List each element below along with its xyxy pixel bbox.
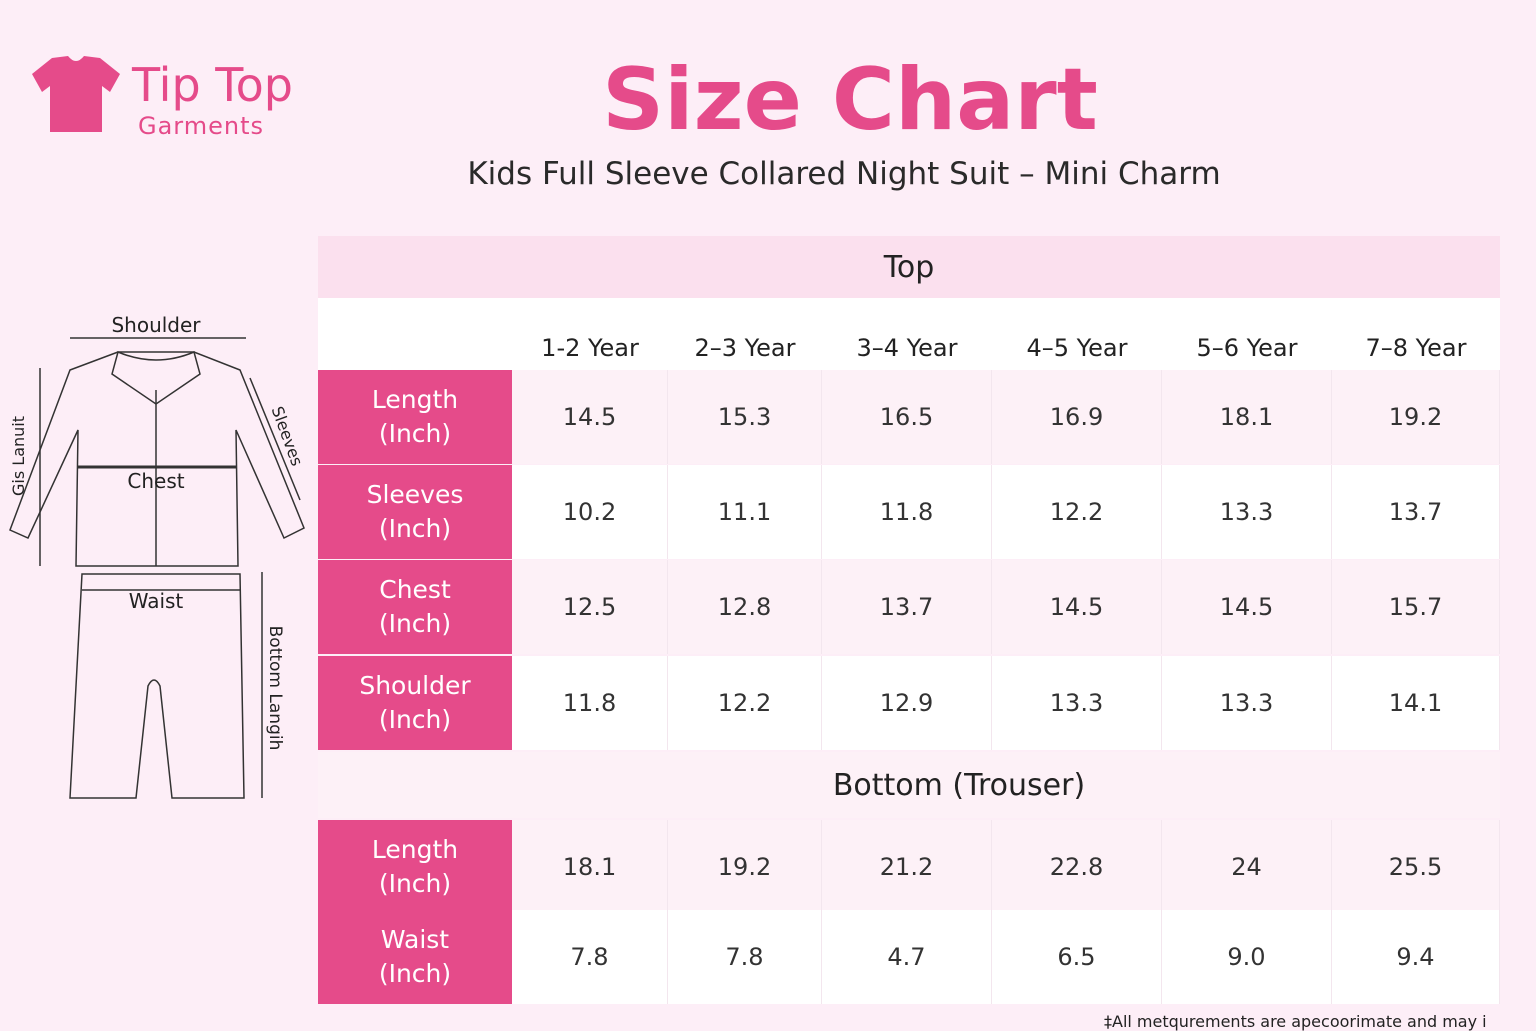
cell: 14.5 (512, 370, 668, 464)
garment-diagram: Shoulder Chest Waist Gis Lanuit Sleeves … (9, 313, 307, 799)
cell: 18.1 (512, 820, 668, 914)
logo-icon (32, 56, 120, 132)
cell: 7.8 (512, 910, 668, 1004)
column-header: 2–3 Year (668, 298, 822, 370)
row-label-unit: (Inch) (378, 959, 452, 988)
row-label: Length (Inch) (318, 370, 512, 464)
cell: 11.8 (822, 465, 992, 559)
logo-name: Tip Top (132, 58, 293, 112)
row-label: Length (Inch) (318, 820, 512, 914)
title: Size Chart (602, 50, 1098, 150)
column-header: 7–8 Year (1332, 298, 1500, 370)
cell: 11.1 (668, 465, 822, 559)
column-header: 5–6 Year (1162, 298, 1332, 370)
row-label: Sleeves (Inch) (318, 465, 512, 559)
row-label: Chest (Inch) (318, 560, 512, 654)
cell: 24 (1162, 820, 1332, 914)
cell: 12.8 (668, 560, 822, 654)
logo-sub: Garments (138, 112, 265, 140)
row-label-unit: (Inch) (378, 419, 452, 448)
row-label-name: Sleeves (366, 480, 464, 509)
cell: 16.5 (822, 370, 992, 464)
label-shoulder: Shoulder (111, 313, 201, 337)
section-title: Bottom (Trouser) (318, 752, 1500, 818)
row-label-unit: (Inch) (378, 869, 452, 898)
cell: 21.2 (822, 820, 992, 914)
cell: 22.8 (992, 820, 1162, 914)
column-header: 1-2 Year (512, 298, 668, 370)
row-label-name: Length (371, 835, 459, 864)
column-header: 4–5 Year (992, 298, 1162, 370)
row-label-name: Shoulder (359, 671, 471, 700)
cell: 12.9 (822, 656, 992, 750)
row-label-name: Length (371, 385, 459, 414)
cell: 14.5 (1162, 560, 1332, 654)
cell: 10.2 (512, 465, 668, 559)
cell: 13.7 (822, 560, 992, 654)
cell: 11.8 (512, 656, 668, 750)
row-label-name: Waist (380, 925, 450, 954)
cell: 9.4 (1332, 910, 1500, 1004)
subtitle: Kids Full Sleeve Collared Night Suit – M… (467, 156, 1221, 192)
cell: 13.3 (1162, 656, 1332, 750)
column-header: 3–4 Year (822, 298, 992, 370)
label-bottom-length: Bottom Langih (265, 626, 285, 751)
label-waist: Waist (129, 589, 184, 613)
cell: 7.8 (668, 910, 822, 1004)
label-top-length: Gis Lanuit (9, 416, 28, 496)
cell: 19.2 (668, 820, 822, 914)
cell: 4.7 (822, 910, 992, 1004)
cell: 19.2 (1332, 370, 1500, 464)
label-chest: Chest (127, 469, 184, 493)
cell: 13.7 (1332, 465, 1500, 559)
cell: 15.3 (668, 370, 822, 464)
cell: 13.3 (1162, 465, 1332, 559)
row-label-name: Chest (379, 575, 451, 604)
cell: 18.1 (1162, 370, 1332, 464)
header-blank (318, 298, 512, 370)
cell: 14.1 (1332, 656, 1500, 750)
row-label: Waist (Inch) (318, 910, 512, 1004)
row-label-unit: (Inch) (378, 609, 452, 638)
cell: 16.9 (992, 370, 1162, 464)
cell: 12.2 (992, 465, 1162, 559)
row-label: Shoulder (Inch) (318, 656, 512, 750)
cell: 15.7 (1332, 560, 1500, 654)
cell: 13.3 (992, 656, 1162, 750)
cell: 25.5 (1332, 820, 1500, 914)
cell: 12.2 (668, 656, 822, 750)
cell: 12.5 (512, 560, 668, 654)
cell: 9.0 (1162, 910, 1332, 1004)
row-label-unit: (Inch) (378, 514, 452, 543)
footnote: ‡All metqurements are apecoorimate and m… (1104, 1012, 1487, 1031)
cell: 6.5 (992, 910, 1162, 1004)
cell: 14.5 (992, 560, 1162, 654)
row-label-unit: (Inch) (378, 705, 452, 734)
section-title: Top (318, 236, 1500, 298)
